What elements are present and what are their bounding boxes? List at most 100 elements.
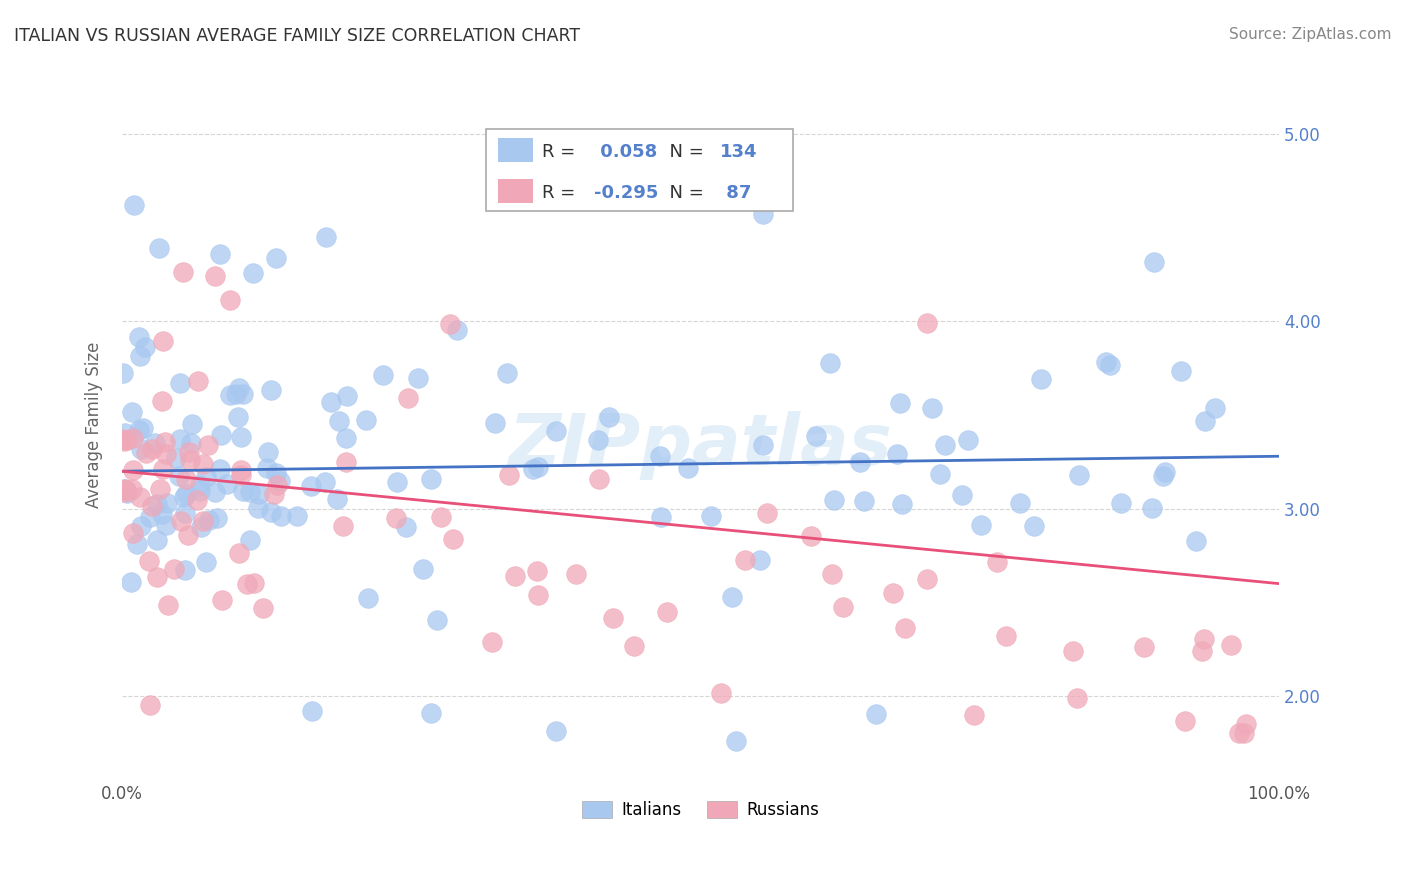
Point xyxy=(179,453,201,467)
Point xyxy=(232,483,254,498)
Point xyxy=(354,413,377,427)
Point xyxy=(446,323,468,337)
Point xyxy=(676,461,699,475)
Point xyxy=(149,482,172,496)
Point xyxy=(169,432,191,446)
Point xyxy=(198,514,221,528)
Point xyxy=(264,251,287,265)
Point xyxy=(231,463,253,477)
Point xyxy=(546,425,568,439)
Point xyxy=(179,445,201,459)
Point xyxy=(264,467,287,481)
Point xyxy=(121,431,143,445)
Point xyxy=(755,506,778,520)
Point xyxy=(602,611,624,625)
Point xyxy=(243,575,266,590)
Point xyxy=(186,492,208,507)
Point xyxy=(152,334,174,348)
Point xyxy=(1192,632,1215,647)
Point xyxy=(439,318,461,332)
Point xyxy=(853,493,876,508)
Point xyxy=(260,505,283,519)
Point xyxy=(441,532,464,546)
Point xyxy=(526,564,548,578)
Point xyxy=(749,553,772,567)
Point xyxy=(256,460,278,475)
Point xyxy=(239,485,262,500)
Point xyxy=(1204,401,1226,415)
Point xyxy=(526,588,548,602)
Point xyxy=(356,591,378,606)
Point xyxy=(191,458,214,472)
Point xyxy=(396,391,419,405)
Point xyxy=(336,389,359,403)
Point xyxy=(1133,640,1156,655)
Point xyxy=(1154,465,1177,479)
Point xyxy=(328,414,350,428)
Point xyxy=(385,475,408,490)
Point xyxy=(156,496,179,510)
Text: 134: 134 xyxy=(720,143,758,161)
Point xyxy=(115,483,138,497)
Point xyxy=(228,381,250,395)
Point xyxy=(204,268,226,283)
Point xyxy=(970,518,993,533)
Point xyxy=(648,449,671,463)
Point xyxy=(1031,372,1053,386)
Point xyxy=(150,393,173,408)
Point xyxy=(152,462,174,476)
Point xyxy=(111,366,134,380)
Point xyxy=(725,733,748,747)
Point xyxy=(1010,496,1032,510)
Text: -0.295: -0.295 xyxy=(595,184,658,202)
Point xyxy=(190,520,212,534)
Point xyxy=(1152,469,1174,483)
Point xyxy=(315,230,337,244)
Point xyxy=(187,374,209,388)
Point xyxy=(153,435,176,450)
Point xyxy=(228,546,250,560)
Point xyxy=(127,536,149,550)
Point xyxy=(332,519,354,533)
Point xyxy=(915,572,938,586)
Point xyxy=(373,368,395,383)
Point xyxy=(1111,496,1133,510)
Point xyxy=(821,566,844,581)
Point xyxy=(950,488,973,502)
Point xyxy=(568,191,591,205)
Point xyxy=(209,247,232,261)
Point xyxy=(180,436,202,450)
Point xyxy=(129,349,152,363)
Point xyxy=(700,508,723,523)
Point xyxy=(319,394,342,409)
Point xyxy=(170,514,193,528)
Point xyxy=(139,509,162,524)
Point xyxy=(889,396,911,410)
Point xyxy=(226,410,249,425)
Point xyxy=(269,474,291,488)
Point xyxy=(238,533,260,548)
Text: N =: N = xyxy=(658,184,709,202)
Point xyxy=(122,463,145,477)
Point xyxy=(752,207,775,221)
Point xyxy=(420,706,443,720)
Point xyxy=(148,241,170,255)
Point xyxy=(1220,638,1243,652)
Point xyxy=(165,451,187,466)
Point xyxy=(326,491,349,506)
Point xyxy=(484,416,506,430)
Point xyxy=(112,483,135,497)
Point xyxy=(188,478,211,492)
Point xyxy=(195,555,218,569)
Point xyxy=(429,510,451,524)
Legend: Italians, Russians: Italians, Russians xyxy=(575,794,827,825)
Point xyxy=(167,469,190,483)
Point xyxy=(882,586,904,600)
Point xyxy=(1170,363,1192,377)
Point xyxy=(225,387,247,401)
Point xyxy=(963,707,986,722)
Point xyxy=(132,421,155,435)
Point xyxy=(177,528,200,542)
Point xyxy=(115,434,138,448)
Point xyxy=(481,634,503,648)
